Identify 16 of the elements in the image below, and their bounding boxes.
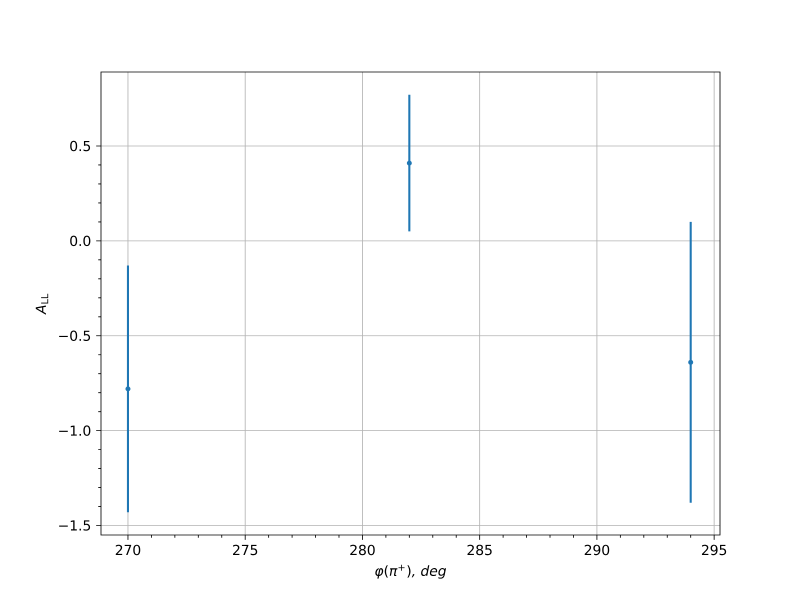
x-tick-label: 270 — [116, 544, 140, 556]
x-tick-label: 285 — [467, 544, 492, 556]
point — [125, 386, 130, 392]
y-tick-label: 0.0 — [70, 236, 90, 246]
x-tick-label: 290 — [584, 544, 610, 556]
y-tick-label: −0.5 — [59, 330, 90, 341]
x-tick-label: 295 — [702, 544, 726, 556]
x-tick-label: 275 — [233, 544, 258, 556]
y-tick-label: 0.5 — [70, 140, 90, 152]
point — [688, 360, 694, 365]
point — [406, 160, 412, 166]
y-tick-label: −1.5 — [59, 520, 90, 531]
x-tick-label: 280 — [350, 544, 375, 556]
x-axis-title: φ(π$^{+}$), deg — [375, 564, 446, 579]
y-tick-label: −1.0 — [59, 425, 90, 436]
y-axis-title: A$_{LL}$ — [36, 294, 48, 315]
